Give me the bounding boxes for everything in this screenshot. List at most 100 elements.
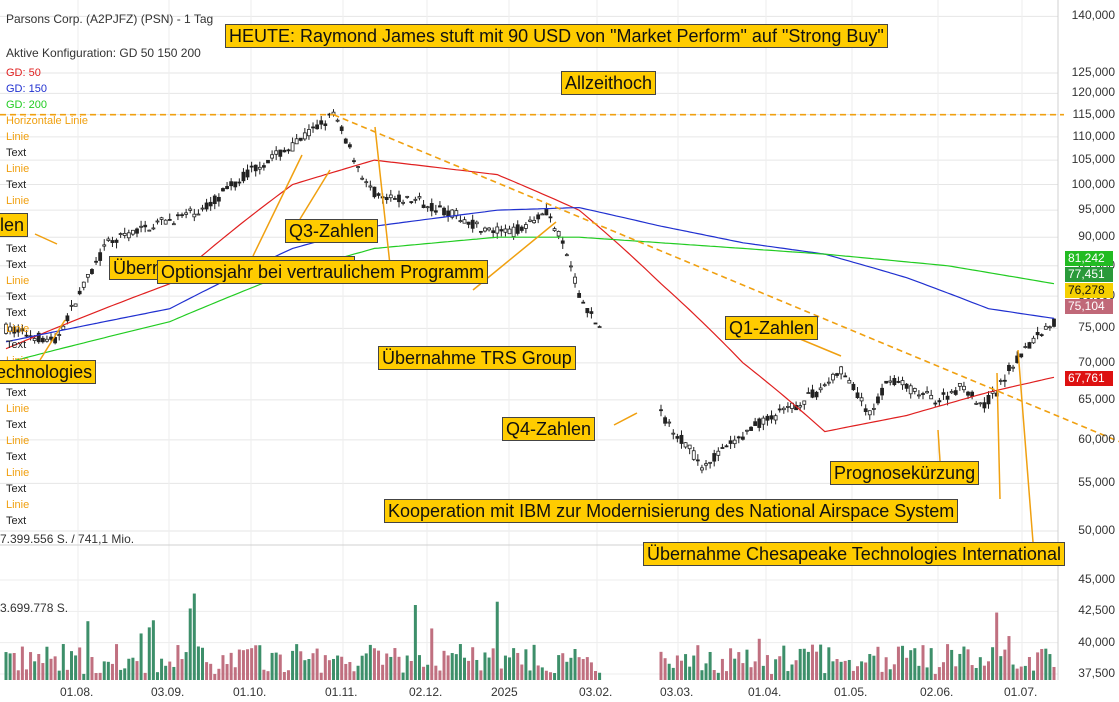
candle-body bbox=[118, 233, 123, 235]
volume-bar bbox=[499, 668, 503, 680]
candle-body bbox=[290, 142, 295, 152]
volume-bar bbox=[995, 612, 999, 680]
volume-bar bbox=[598, 672, 602, 680]
volume-bar bbox=[385, 653, 389, 680]
legend-item: Text bbox=[6, 483, 27, 495]
volume-bar bbox=[892, 664, 896, 680]
candle-body bbox=[548, 216, 553, 219]
candle-body bbox=[102, 244, 107, 247]
candle-body bbox=[839, 366, 844, 375]
candle-body bbox=[184, 212, 189, 215]
legend-item: GD: 200 bbox=[6, 99, 47, 111]
candle-body bbox=[818, 387, 823, 391]
candle-body bbox=[704, 463, 708, 466]
volume-bar bbox=[765, 655, 769, 680]
volume-bar bbox=[241, 650, 245, 680]
candle-body bbox=[85, 273, 90, 278]
volume-bar bbox=[794, 660, 798, 680]
volume-bar bbox=[929, 648, 933, 680]
candle-body bbox=[65, 315, 70, 322]
candle-body bbox=[1002, 379, 1007, 382]
volume-bar bbox=[381, 664, 385, 680]
candle-body bbox=[802, 400, 807, 405]
candle-body bbox=[519, 226, 524, 231]
candle-body bbox=[937, 400, 942, 403]
price-badge: 75,104 bbox=[1065, 299, 1113, 314]
volume-bar bbox=[377, 650, 381, 680]
candle-body bbox=[61, 325, 66, 330]
volume-bar bbox=[1052, 666, 1056, 680]
candle-body bbox=[675, 436, 680, 439]
volume-bar bbox=[806, 651, 810, 680]
volume-bar bbox=[1040, 648, 1044, 680]
volume-bar bbox=[327, 660, 331, 680]
annotation-arrow bbox=[1017, 349, 1034, 543]
candle-body bbox=[106, 238, 111, 241]
volume-bar bbox=[213, 673, 217, 680]
volume-bar bbox=[733, 658, 737, 680]
volume-bar bbox=[1015, 668, 1019, 680]
candle-body bbox=[736, 436, 741, 439]
candle-body bbox=[24, 334, 29, 337]
candle-body bbox=[745, 429, 749, 432]
volume-bar bbox=[835, 659, 839, 680]
legend-item: Linie bbox=[6, 195, 30, 207]
candle-body bbox=[900, 380, 905, 386]
volume-bar bbox=[815, 651, 819, 680]
candle-body bbox=[270, 154, 274, 159]
candle-body bbox=[32, 338, 37, 342]
volume-bar bbox=[16, 670, 20, 680]
candle-body bbox=[245, 169, 250, 178]
volume-bar bbox=[348, 662, 352, 680]
price-badge: 81,242 bbox=[1065, 251, 1113, 266]
x-tick-label: 03.02. bbox=[579, 685, 613, 699]
volume-bar bbox=[749, 667, 753, 680]
candle-body bbox=[339, 126, 344, 131]
candle-body bbox=[749, 426, 753, 431]
volume-bar bbox=[94, 673, 98, 680]
legend-item: Text bbox=[6, 307, 27, 319]
volume-bar bbox=[266, 671, 270, 680]
price-badge: 76,278 bbox=[1065, 283, 1113, 298]
volume-bar bbox=[397, 656, 401, 680]
volume-tick-label: 42,500 bbox=[1078, 603, 1115, 618]
candle-body bbox=[73, 303, 78, 307]
candle-body bbox=[36, 332, 41, 343]
volume-bar bbox=[201, 647, 204, 680]
volume-bar bbox=[356, 665, 360, 680]
candle-body bbox=[57, 334, 62, 336]
volume-bar bbox=[196, 646, 200, 680]
volume-bar bbox=[311, 653, 315, 680]
candle-body bbox=[12, 327, 17, 334]
volume-bar bbox=[143, 672, 147, 680]
volume-bar bbox=[20, 646, 24, 680]
candle-body bbox=[953, 390, 958, 395]
legend-item: Text bbox=[6, 515, 27, 527]
candle-body bbox=[929, 394, 934, 400]
volume-bar bbox=[540, 667, 544, 680]
volume-bar bbox=[909, 650, 913, 680]
candle-body bbox=[384, 197, 389, 201]
candle-body bbox=[679, 434, 684, 444]
price-badge: 67,761 bbox=[1065, 371, 1113, 386]
candle-body bbox=[761, 417, 766, 425]
volume-bar bbox=[147, 627, 151, 680]
candle-body bbox=[908, 385, 913, 395]
candle-body bbox=[560, 240, 565, 244]
volume-bar bbox=[98, 672, 102, 680]
candle-body bbox=[335, 119, 340, 122]
volume-bar bbox=[778, 656, 782, 680]
volume-bar bbox=[61, 644, 65, 680]
annotation-label: Übernahme TRS Group bbox=[378, 346, 576, 370]
candle-body bbox=[773, 415, 778, 421]
volume-bar bbox=[119, 669, 123, 680]
volume-bar bbox=[925, 667, 929, 680]
volume-bar bbox=[896, 646, 900, 680]
legend-item: Linie bbox=[6, 403, 30, 415]
x-tick-label: 01.08. bbox=[60, 685, 94, 699]
candle-body bbox=[98, 252, 103, 261]
volume-bar bbox=[205, 662, 209, 680]
candle-body bbox=[581, 301, 586, 304]
candle-body bbox=[511, 226, 516, 237]
y-tick-label: 65,000 bbox=[1078, 391, 1115, 406]
